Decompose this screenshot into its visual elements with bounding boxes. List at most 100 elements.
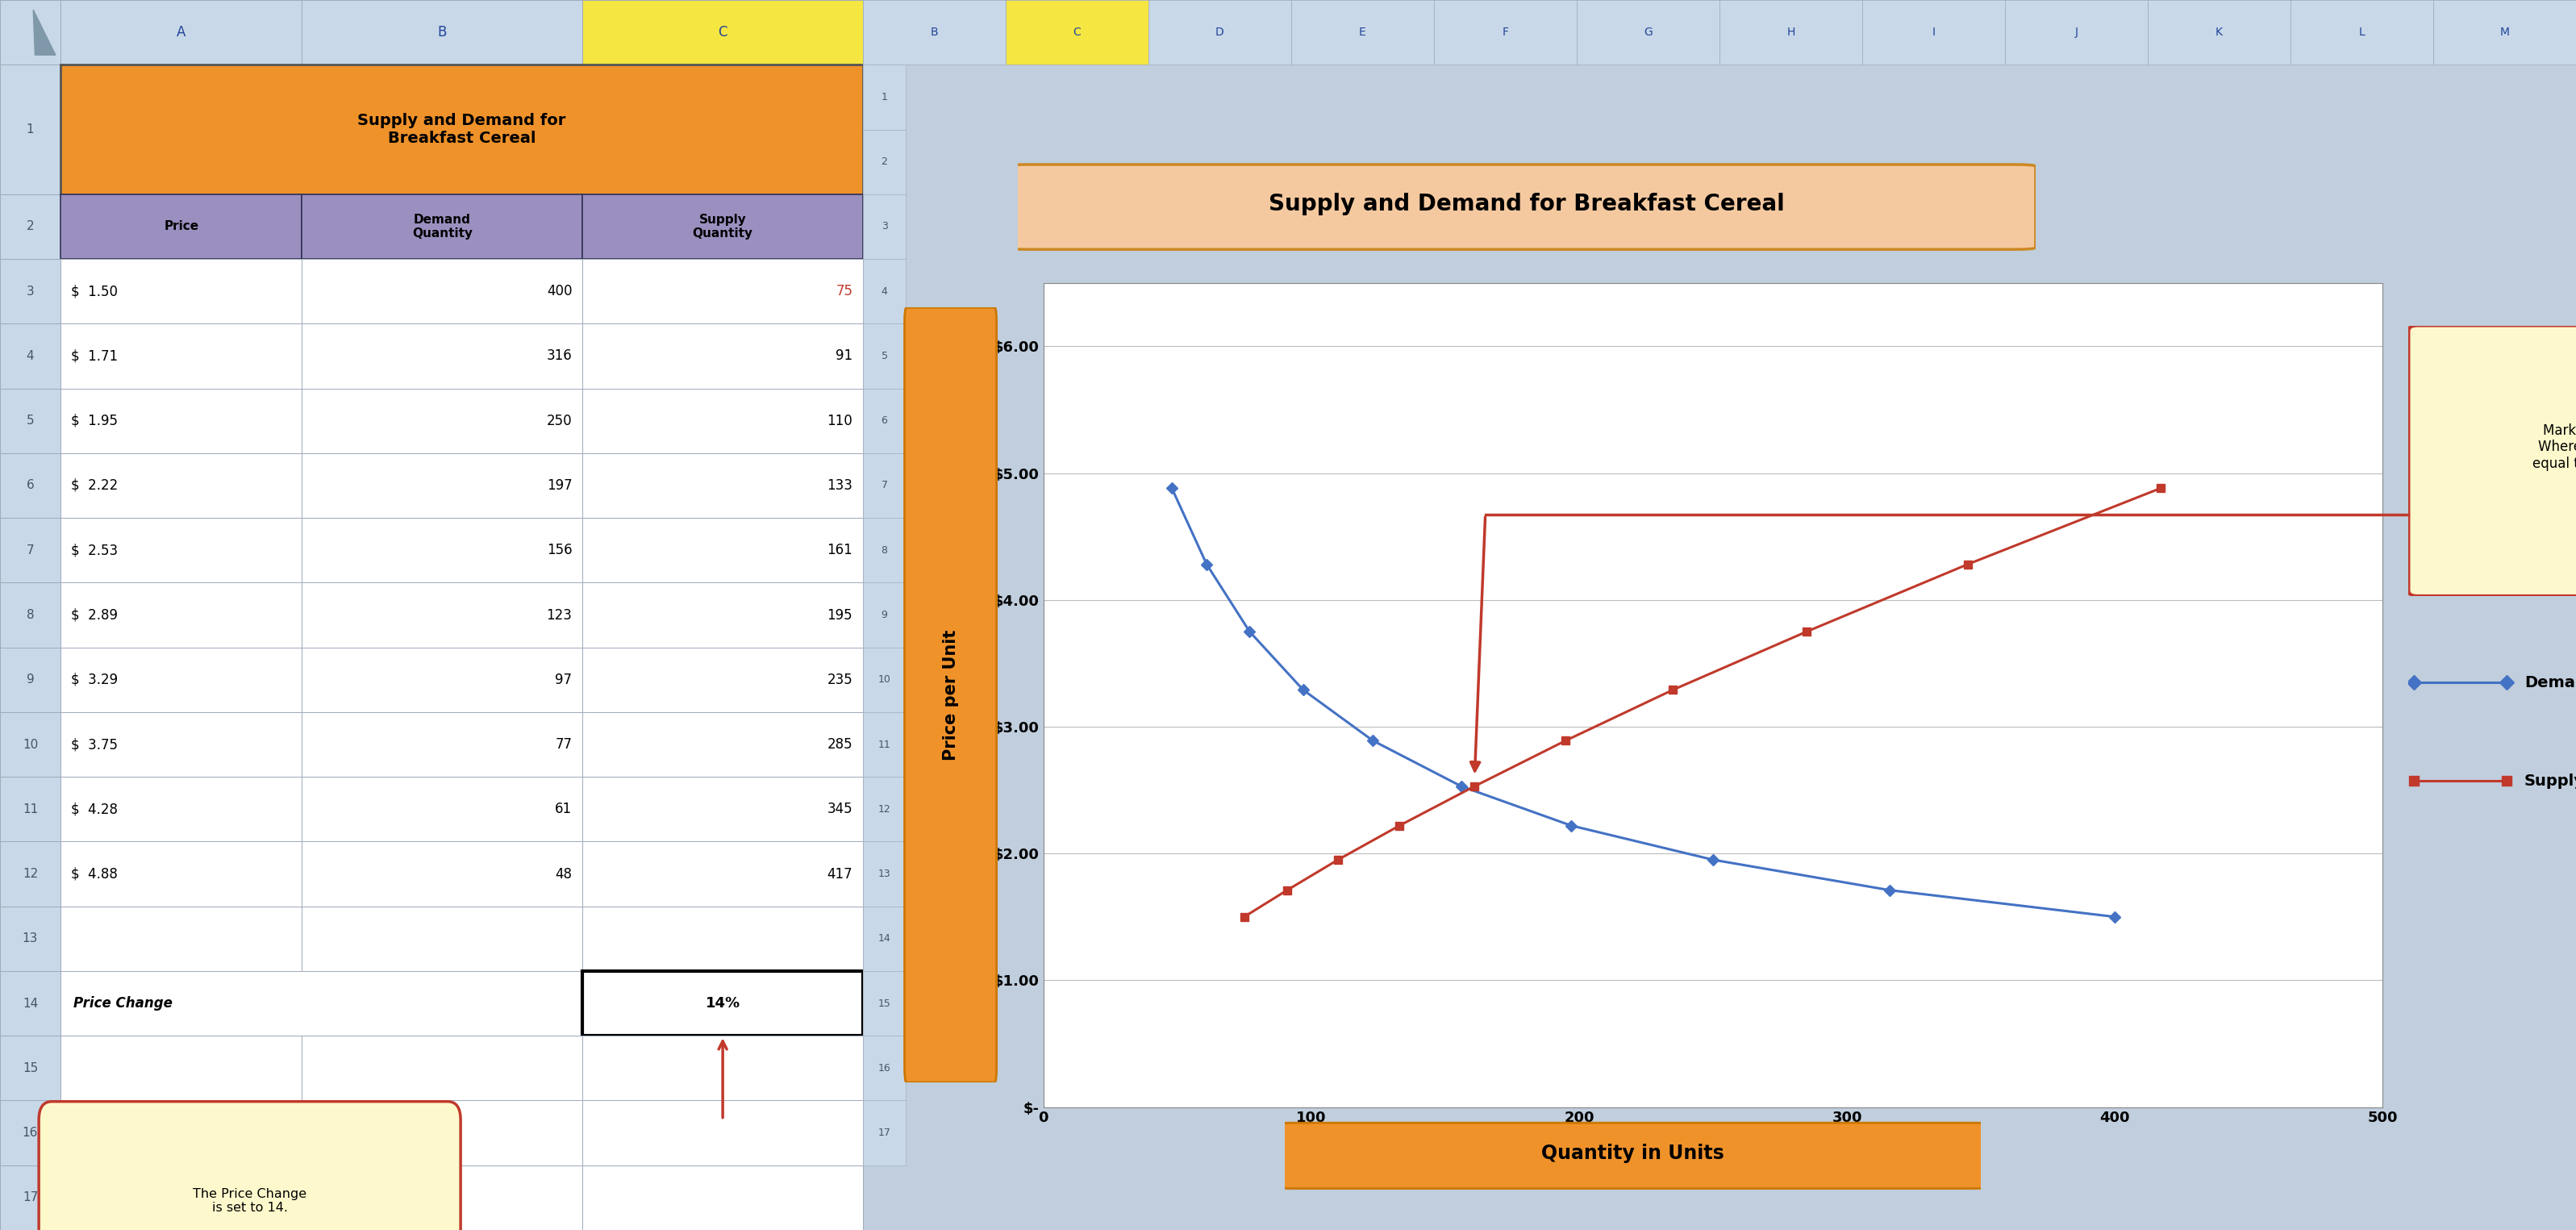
Supply bbox=[1656, 683, 1687, 697]
Bar bbox=[582, 777, 863, 841]
Text: 12: 12 bbox=[23, 868, 39, 879]
Bar bbox=[863, 841, 907, 907]
Bar bbox=[863, 1101, 907, 1165]
Text: Quantity in Units: Quantity in Units bbox=[1540, 1144, 1723, 1164]
Demand bbox=[1190, 557, 1221, 572]
Bar bbox=[2004, 0, 2148, 65]
Bar bbox=[863, 389, 907, 453]
Text: 12: 12 bbox=[878, 804, 891, 814]
Bar bbox=[301, 777, 582, 841]
Text: 110: 110 bbox=[827, 413, 853, 428]
Text: $  2.53: $ 2.53 bbox=[70, 542, 118, 557]
Text: 6: 6 bbox=[26, 480, 33, 492]
Bar bbox=[301, 1101, 582, 1165]
Text: 3: 3 bbox=[881, 221, 889, 231]
Text: 8: 8 bbox=[26, 609, 33, 621]
Text: 2: 2 bbox=[881, 156, 889, 167]
Text: 1: 1 bbox=[26, 123, 33, 135]
Bar bbox=[1149, 0, 1291, 65]
Bar bbox=[59, 647, 301, 712]
Text: 316: 316 bbox=[546, 349, 572, 363]
Bar bbox=[59, 841, 301, 907]
Demand bbox=[2099, 909, 2130, 924]
Bar bbox=[0, 260, 59, 323]
Bar bbox=[863, 777, 907, 841]
Bar bbox=[863, 65, 907, 129]
Text: 91: 91 bbox=[835, 349, 853, 363]
Text: 4: 4 bbox=[26, 351, 33, 362]
Text: 250: 250 bbox=[546, 413, 572, 428]
Bar bbox=[59, 777, 301, 841]
Text: 123: 123 bbox=[546, 608, 572, 622]
Bar bbox=[863, 970, 907, 1036]
Text: 2: 2 bbox=[26, 220, 33, 232]
Bar bbox=[582, 194, 863, 260]
Bar bbox=[0, 389, 59, 453]
Demand bbox=[1157, 481, 1188, 496]
Bar bbox=[582, 647, 863, 712]
Text: 4: 4 bbox=[881, 287, 889, 296]
Text: 48: 48 bbox=[556, 867, 572, 881]
Text: $  3.75: $ 3.75 bbox=[70, 737, 118, 752]
Bar bbox=[0, 970, 59, 1036]
Bar bbox=[2290, 0, 2434, 65]
Bar bbox=[2148, 0, 2290, 65]
Bar bbox=[59, 0, 301, 65]
Supply bbox=[1229, 909, 1260, 924]
Bar bbox=[59, 389, 301, 453]
Text: Supply and Demand for
Breakfast Cereal: Supply and Demand for Breakfast Cereal bbox=[358, 113, 567, 146]
Text: H: H bbox=[1788, 27, 1795, 38]
Text: 1: 1 bbox=[881, 92, 889, 102]
Bar bbox=[582, 389, 863, 453]
Text: L: L bbox=[2360, 27, 2365, 38]
Bar bbox=[863, 583, 907, 647]
Bar bbox=[863, 194, 907, 260]
FancyBboxPatch shape bbox=[1278, 1123, 1989, 1188]
Text: 156: 156 bbox=[546, 542, 572, 557]
Text: 345: 345 bbox=[827, 802, 853, 817]
Polygon shape bbox=[33, 10, 57, 55]
Bar bbox=[0, 583, 59, 647]
Bar bbox=[301, 194, 582, 260]
Bar bbox=[301, 647, 582, 712]
Text: 15: 15 bbox=[878, 999, 891, 1009]
Text: 5: 5 bbox=[881, 351, 889, 362]
Text: $  2.89: $ 2.89 bbox=[70, 608, 118, 622]
Text: 417: 417 bbox=[827, 867, 853, 881]
FancyBboxPatch shape bbox=[39, 1102, 461, 1230]
Bar bbox=[301, 453, 582, 518]
Bar bbox=[863, 453, 907, 518]
Bar bbox=[59, 194, 301, 260]
Text: 15: 15 bbox=[23, 1063, 39, 1074]
Bar bbox=[1005, 0, 1149, 65]
Line: Demand: Demand bbox=[1167, 485, 2120, 921]
Text: 3: 3 bbox=[26, 285, 33, 298]
Bar bbox=[59, 323, 301, 389]
Bar bbox=[582, 970, 863, 1036]
Bar bbox=[582, 518, 863, 583]
Bar bbox=[1577, 0, 1721, 65]
Bar bbox=[863, 1036, 907, 1101]
Bar bbox=[59, 1165, 301, 1230]
Bar bbox=[0, 518, 59, 583]
Text: 285: 285 bbox=[827, 737, 853, 752]
Text: 7: 7 bbox=[881, 480, 889, 491]
Text: 11: 11 bbox=[23, 803, 39, 815]
Text: 400: 400 bbox=[546, 284, 572, 299]
Bar bbox=[0, 323, 59, 389]
Text: 14%: 14% bbox=[706, 996, 739, 1011]
Text: 6: 6 bbox=[881, 416, 889, 426]
Text: Demand: Demand bbox=[2524, 675, 2576, 690]
Text: 16: 16 bbox=[23, 1127, 39, 1139]
Text: D: D bbox=[1216, 27, 1224, 38]
Bar bbox=[582, 907, 863, 970]
Text: C: C bbox=[1074, 27, 1082, 38]
Text: E: E bbox=[1360, 27, 1365, 38]
Bar bbox=[1862, 0, 2004, 65]
Text: B: B bbox=[438, 25, 446, 39]
Bar bbox=[863, 260, 907, 323]
Text: 97: 97 bbox=[556, 673, 572, 688]
Text: 10: 10 bbox=[878, 674, 891, 685]
Text: Demand
Quantity: Demand Quantity bbox=[412, 214, 471, 240]
Text: 17: 17 bbox=[23, 1192, 39, 1204]
